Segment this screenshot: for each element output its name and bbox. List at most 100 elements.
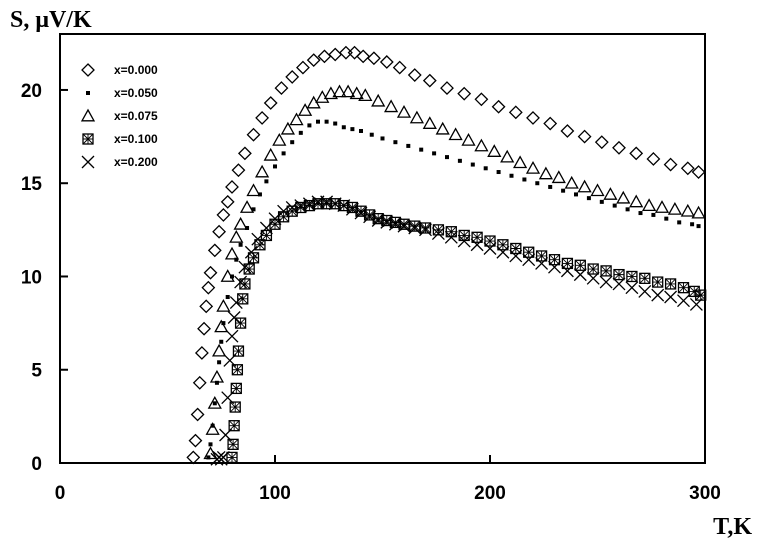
data-point	[294, 199, 308, 213]
data-point	[306, 53, 321, 68]
data-point	[316, 119, 320, 124]
data-point	[217, 360, 222, 365]
data-point	[345, 202, 359, 216]
data-point	[234, 275, 248, 289]
data-point	[216, 450, 230, 464]
x-tick-label: 100	[259, 483, 291, 504]
data-point	[285, 69, 300, 84]
data-point	[523, 246, 535, 258]
data-point	[445, 226, 457, 238]
data-point	[280, 121, 296, 135]
data-point	[302, 197, 316, 211]
data-point	[214, 319, 229, 333]
data-point	[272, 132, 287, 146]
data-point	[228, 420, 240, 432]
data-point	[255, 111, 270, 125]
data-point	[379, 55, 394, 69]
data-point	[509, 173, 514, 178]
data-point	[227, 311, 241, 324]
data-point	[263, 96, 278, 110]
data-point	[324, 119, 329, 124]
data-point	[332, 84, 347, 98]
data-point	[227, 438, 239, 450]
data-point	[445, 155, 449, 160]
data-point	[380, 215, 394, 229]
axis-tick-labels: 0 100 200 300 0 5 10 15 20	[21, 81, 721, 504]
data-point	[512, 155, 528, 169]
data-point	[664, 278, 677, 290]
legend-marker	[81, 63, 95, 77]
legend-marker	[80, 108, 96, 122]
data-point	[508, 105, 523, 120]
data-point	[603, 187, 618, 200]
data-points	[186, 45, 707, 466]
data-point	[220, 194, 235, 209]
data-point	[522, 253, 536, 267]
data-point	[574, 192, 578, 197]
data-point	[297, 103, 313, 116]
legend: x=0.000 x=0.050 x=0.075 x=0.100 x=0.200	[80, 63, 158, 169]
y-tick-label: 5	[31, 361, 42, 382]
data-point	[339, 45, 353, 60]
data-point	[625, 207, 630, 212]
data-point	[396, 105, 412, 118]
data-point	[363, 210, 377, 224]
series-x=0.000	[186, 45, 706, 465]
data-point	[422, 73, 437, 88]
data-point	[638, 284, 652, 298]
plot-frame	[59, 33, 706, 464]
data-point	[444, 230, 458, 244]
data-point	[199, 299, 214, 314]
data-point	[251, 232, 265, 246]
data-point	[651, 288, 665, 302]
data-point	[210, 423, 215, 428]
x-tick-label: 0	[55, 483, 66, 504]
data-point	[695, 289, 707, 301]
legend-marker	[81, 155, 95, 169]
data-point	[680, 203, 695, 217]
data-point	[691, 165, 706, 179]
data-point	[194, 346, 209, 360]
data-point	[207, 395, 222, 409]
data-point	[652, 276, 664, 288]
data-point	[254, 239, 266, 251]
data-point	[251, 207, 256, 212]
data-point	[510, 242, 522, 255]
data-point	[246, 127, 261, 142]
data-point	[497, 239, 509, 251]
data-point	[573, 268, 587, 282]
data-point	[205, 422, 220, 435]
data-point	[328, 197, 342, 211]
data-point	[383, 99, 399, 113]
series-x=0.075	[203, 84, 706, 460]
data-point	[538, 166, 554, 180]
data-point	[188, 433, 203, 448]
data-point	[340, 84, 356, 98]
data-point	[561, 188, 566, 193]
data-point	[483, 242, 497, 255]
data-point	[461, 132, 476, 146]
data-point	[238, 242, 243, 247]
data-point	[560, 264, 574, 278]
data-point	[491, 99, 506, 114]
data-point	[677, 282, 690, 294]
data-point	[201, 280, 216, 295]
data-point	[237, 293, 249, 305]
data-point	[548, 260, 561, 274]
data-point	[233, 216, 248, 230]
series-x=0.100	[226, 198, 707, 464]
data-point	[371, 214, 385, 227]
data-point	[323, 86, 339, 100]
data-point	[689, 297, 703, 311]
data-point	[290, 140, 295, 145]
data-point	[677, 294, 690, 308]
data-point	[398, 218, 410, 230]
data-point	[359, 128, 363, 133]
data-point	[422, 116, 437, 129]
data-point	[408, 221, 422, 235]
data-point	[263, 147, 278, 161]
data-point	[243, 263, 255, 275]
data-point	[356, 49, 371, 64]
data-point	[232, 345, 245, 357]
data-point	[211, 343, 227, 357]
